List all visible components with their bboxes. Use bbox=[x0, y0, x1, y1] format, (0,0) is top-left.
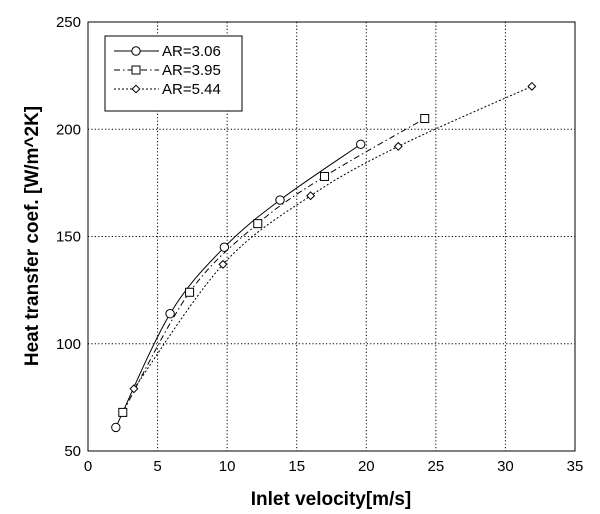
data-point-square bbox=[320, 171, 330, 181]
legend-item: AR=3.95 bbox=[114, 62, 221, 79]
data-point-square bbox=[420, 114, 430, 124]
data-point-circle bbox=[111, 422, 121, 433]
y-tick-label: 150 bbox=[56, 229, 81, 246]
legend-marker-square bbox=[131, 65, 141, 75]
x-tick-label: 25 bbox=[428, 458, 445, 475]
data-point-square bbox=[185, 287, 195, 297]
legend-item: AR=3.06 bbox=[114, 43, 221, 60]
x-tick-label: 35 bbox=[567, 458, 584, 475]
legend-item: AR=5.44 bbox=[114, 81, 221, 98]
x-axis-title: Inlet velocity[m/s] bbox=[251, 489, 412, 510]
y-tick-label: 100 bbox=[56, 336, 81, 353]
legend-label: AR=3.06 bbox=[162, 43, 221, 60]
x-tick-label: 0 bbox=[84, 458, 92, 475]
x-tick-label: 5 bbox=[153, 458, 161, 475]
x-tick-label: 20 bbox=[358, 458, 375, 475]
x-tick-label: 15 bbox=[288, 458, 305, 475]
x-tick-label: 10 bbox=[219, 458, 236, 475]
legend: AR=3.06 AR=3.95 AR=5.44 bbox=[104, 35, 243, 112]
series-1 bbox=[111, 139, 366, 433]
data-point-circle bbox=[356, 139, 366, 149]
y-tick-label: 200 bbox=[56, 121, 81, 138]
y-tick-label: 250 bbox=[56, 14, 81, 31]
data-point-circle bbox=[165, 309, 175, 319]
legend-box bbox=[104, 35, 243, 112]
series-3 bbox=[129, 81, 537, 394]
data-point-diamond bbox=[306, 191, 316, 201]
data-point-square bbox=[253, 219, 263, 229]
data-series bbox=[111, 81, 537, 433]
data-point-diamond bbox=[527, 81, 537, 91]
data-point-square bbox=[118, 407, 128, 417]
legend-label: AR=5.44 bbox=[162, 81, 221, 98]
y-tick-label: 50 bbox=[64, 443, 81, 460]
tick-labels: 0 5 10 15 20 25 30 35 50 100 150 200 250 bbox=[56, 14, 583, 475]
x-tick-label: 30 bbox=[497, 458, 514, 475]
data-point-diamond bbox=[218, 259, 228, 269]
data-point-circle bbox=[275, 195, 285, 205]
legend-label: AR=3.95 bbox=[162, 62, 221, 79]
data-point-diamond bbox=[393, 141, 403, 151]
data-point-circle bbox=[219, 242, 230, 252]
data-point-diamond bbox=[129, 384, 139, 394]
legend-marker-diamond bbox=[131, 84, 141, 94]
legend-marker-circle bbox=[131, 46, 141, 56]
y-axis-title: Heat transfer coef. [W/m^2K] bbox=[22, 106, 43, 366]
series-2 bbox=[118, 114, 430, 417]
